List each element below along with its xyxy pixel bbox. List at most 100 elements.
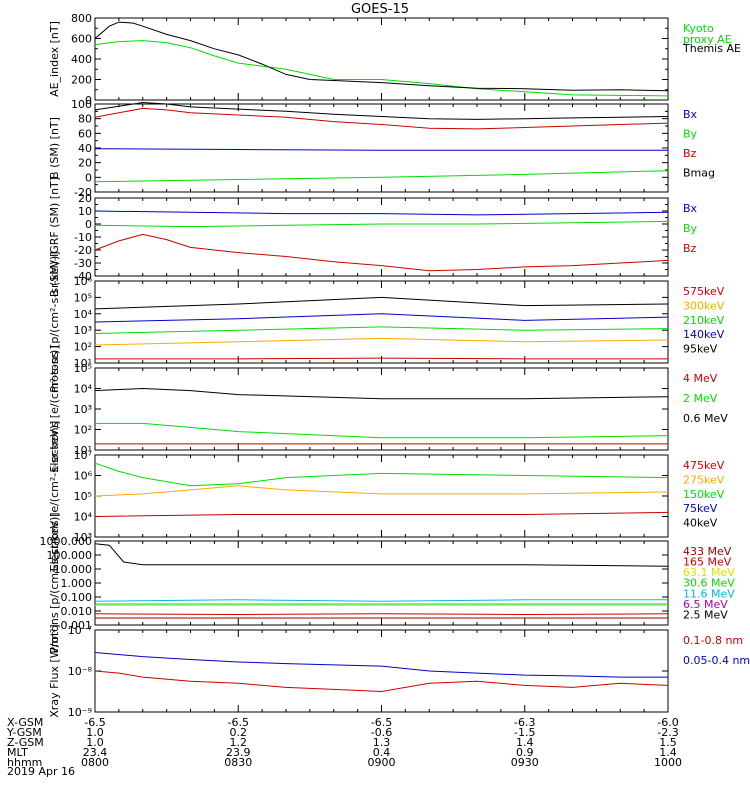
legend-entry: 0.1-0.8 nm <box>683 634 743 647</box>
y-tick-label: 80 <box>78 113 92 126</box>
legend-entry: Themis AE <box>682 42 741 55</box>
x-row-value: -2.3 <box>657 726 678 739</box>
panel-frame <box>94 280 669 364</box>
x-row-value: 1.3 <box>373 736 391 749</box>
y-tick-label: 10¹ <box>74 444 92 457</box>
y-tick-label: -20 <box>74 244 92 257</box>
legend-entry: By <box>683 222 698 235</box>
series-line-7-7 <box>94 543 669 567</box>
y-tick-label: 0 <box>85 218 92 231</box>
y-tick-label: 10 <box>78 205 92 218</box>
y-tick-label: 10⁵ <box>74 362 92 375</box>
y-axis-label: Protons [p/(cm²-s-sr-keV)] <box>48 512 61 653</box>
x-axis-footer: X-GSM -6.5 -6.5 -6.5 -6.3 -6.0 Y-GSM 1.0 0.2 -0.6… <box>6 716 682 769</box>
y-tick-label: 0 <box>85 171 92 184</box>
y-tick-label: 0.100 <box>61 591 93 604</box>
legend-entry: 95keV <box>683 343 718 356</box>
y-tick-label: 400 <box>71 53 92 66</box>
y-tick-label: -20 <box>74 186 92 199</box>
legend-entry: 40keV <box>683 517 718 530</box>
y-tick-label: -30 <box>74 257 92 270</box>
series-line-4-3 <box>94 326 669 334</box>
series-line-1-2 <box>94 21 669 92</box>
y-axis-label: Electrons [e/(cm²-s-sr-keV)] <box>48 421 61 572</box>
y-tick-label: 10⁶ <box>74 470 93 483</box>
y-tick-label: 600 <box>71 33 92 46</box>
y-axis-label: B (SM)-IGRF (SM) [nT] <box>48 177 61 297</box>
x-row-value: 23.9 <box>226 746 251 759</box>
y-tick-label: 10³ <box>74 531 92 544</box>
y-tick-label: 1.000 <box>61 577 93 590</box>
y-tick-label: 10⁵ <box>74 291 92 304</box>
panel-frame <box>94 629 669 713</box>
series-line-2-4 <box>94 101 669 120</box>
legend-entry: 2.5 MeV <box>683 608 728 621</box>
legend-entry: 433 MeV <box>683 545 732 558</box>
legend-entry: 210keV <box>683 314 725 327</box>
series-line-3-2 <box>94 220 669 228</box>
series-line-8-1 <box>94 670 669 693</box>
x-row-value: -6.5 <box>84 716 105 729</box>
y-tick-label: 40 <box>78 142 92 155</box>
series-line-4-5 <box>94 296 669 310</box>
y-tick-label: 200 <box>71 74 92 87</box>
y-axis-label: AE_index [nT] <box>48 21 61 97</box>
y-tick-label: 0.001 <box>61 619 93 632</box>
legend-entry: 0.6 MeV <box>683 412 728 425</box>
series-line-8-2 <box>94 652 668 678</box>
y-tick-label: 10² <box>74 424 92 437</box>
x-row-value: 0900 <box>368 756 396 769</box>
legend-entry: Bz <box>683 242 697 255</box>
panel-4: 10¹ 10² 10³ 10⁴ 10⁵ 10⁶ Protons [p/(cm²-s-sr-k… <box>48 251 725 392</box>
legend-entry: 75keV <box>683 502 718 515</box>
x-row-value: -1.5 <box>514 726 535 739</box>
series-line-2-3 <box>94 107 669 130</box>
x-row-label: X-GSM <box>7 716 43 729</box>
x-row-label: Y-GSM <box>6 726 42 739</box>
panel-frame <box>94 17 669 101</box>
legend-entry: 4 MeV <box>683 372 718 385</box>
y-tick-label: 10⁷ <box>74 449 92 462</box>
series-line-6-2 <box>94 485 669 497</box>
legend-entry: proxy AE <box>683 33 732 46</box>
x-row-value: -6.3 <box>514 716 535 729</box>
panel-frame <box>94 197 669 277</box>
x-row-value: 0800 <box>81 756 109 769</box>
y-tick-label: 10¹ <box>74 357 92 370</box>
y-tick-label: 20 <box>78 157 92 170</box>
y-tick-label: 10⁶ <box>74 275 93 288</box>
x-row-value: 0930 <box>511 756 539 769</box>
x-row-label: hhmm <box>7 756 42 769</box>
legend-entry: 150keV <box>683 488 725 501</box>
x-row-value: 1.2 <box>230 736 248 749</box>
y-tick-label: 10⁻⁷ <box>68 624 92 637</box>
series-line-2-1 <box>94 148 668 151</box>
legend-entry: 475keV <box>683 459 725 472</box>
x-row-value: 23.4 <box>83 746 108 759</box>
series-line-6-3 <box>94 462 669 487</box>
legend-entry: Bx <box>683 108 698 121</box>
x-row-value: 1000 <box>654 756 682 769</box>
panel-frame <box>94 540 669 626</box>
y-tick-label: 100.000 <box>47 549 93 562</box>
x-row-value: 1.4 <box>516 736 534 749</box>
legend-entry: Bmag <box>683 167 715 180</box>
x-row-value: -0.6 <box>371 726 392 739</box>
y-tick-label: 1000.000 <box>40 535 93 548</box>
x-row-value: 1.4 <box>659 746 677 759</box>
y-axis-label: B (SM) [nT] <box>48 117 61 179</box>
x-row-value: 0.4 <box>373 746 391 759</box>
y-tick-label: 100 <box>71 98 92 111</box>
y-tick-label: 10³ <box>74 324 92 337</box>
x-row-value: -6.0 <box>657 716 678 729</box>
x-row-value: 1.0 <box>86 726 104 739</box>
legend-entry: 140keV <box>683 328 725 341</box>
y-axis-label: Protons [p/(cm²-s-sr-keV)] <box>48 251 61 392</box>
legend-entry: 165 MeV <box>683 556 732 569</box>
y-tick-label: 0.010 <box>61 605 93 618</box>
legend-entry: 11.6 MeV <box>683 587 735 600</box>
